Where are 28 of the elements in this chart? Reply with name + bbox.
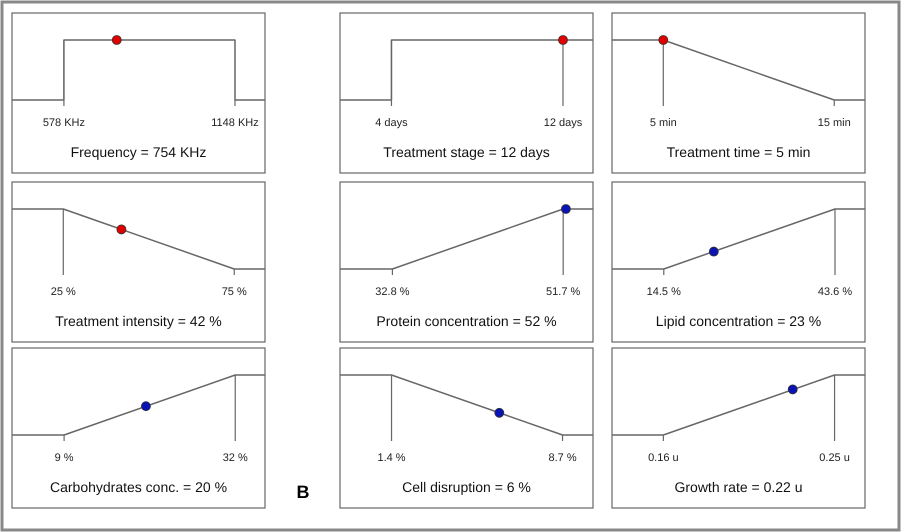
x-tick-label: 9 % [54, 452, 74, 464]
x-tick-label: 1.4 % [377, 452, 406, 464]
x-tick-label: 4 days [375, 117, 408, 129]
x-axis-title: Treatment time = 5 min [666, 144, 810, 160]
x-axis-title: Carbohydrates conc. = 20 % [50, 479, 228, 495]
x-tick-label: 43.6 % [818, 286, 852, 298]
x-axis-title: Growth rate = 0.22 u [674, 479, 803, 495]
x-axis-title: Treatment intensity = 42 % [55, 313, 222, 329]
x-tick-label: 5 min [650, 117, 677, 129]
x-tick-label: 0.25 u [819, 452, 850, 464]
x-tick-label: 14.5 % [646, 286, 682, 298]
x-axis-title: Protein concentration = 52 % [376, 313, 557, 329]
x-tick-label: 51.7 % [546, 286, 581, 298]
x-axis-title: Frequency = 754 KHz [70, 144, 206, 160]
x-axis-title: Treatment stage = 12 days [383, 144, 550, 160]
x-axis-title: Lipid concentration = 23 % [656, 313, 822, 329]
x-tick-label: 12 days [544, 117, 583, 129]
x-tick-label: 0.16 u [648, 452, 679, 464]
x-tick-label: 1148 KHz [211, 117, 259, 129]
x-axis-title: Cell disruption = 6 % [402, 479, 531, 495]
x-tick-label: 15 min [818, 117, 851, 129]
text: B [296, 482, 310, 502]
x-tick-label: 32.8 % [375, 286, 410, 298]
x-tick-label: 578 KHz [42, 117, 86, 129]
x-tick-label: 75 % [222, 286, 247, 298]
x-tick-label: 25 % [50, 286, 76, 298]
x-tick-label: 8.7 % [548, 452, 577, 464]
x-tick-label: 32 % [222, 452, 248, 464]
